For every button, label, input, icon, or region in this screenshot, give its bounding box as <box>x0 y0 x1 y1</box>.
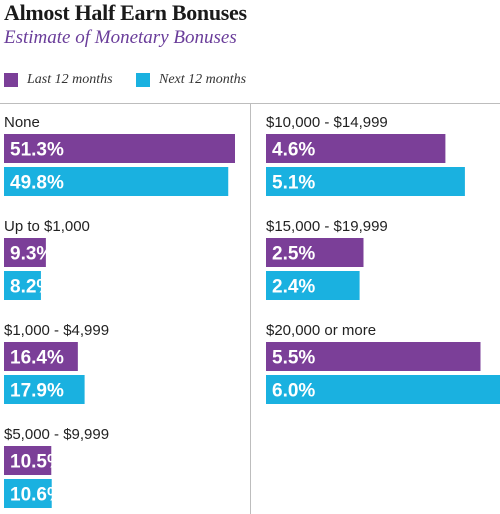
data-label-none-next: 49.8% <box>10 173 64 194</box>
column-divider <box>250 104 251 514</box>
data-label-5-000-9-999-next: 10.6% <box>10 485 64 506</box>
bar-1-000-4-999-next <box>4 375 85 404</box>
category-label-10-000-14-999: $10,000 - $14,999 <box>266 114 388 131</box>
category-label-none: None <box>4 114 40 131</box>
legend-swatch-last <box>4 73 18 87</box>
category-label-20-000-or-more: $20,000 or more <box>266 322 376 339</box>
data-label-15-000-19-999-last: 2.5% <box>272 244 315 265</box>
data-label-5-000-9-999-last: 10.5% <box>10 452 64 473</box>
header-rule <box>0 103 500 104</box>
chart-title: Almost Half Earn Bonuses <box>4 0 247 25</box>
bar-5-000-9-999-next <box>4 479 52 508</box>
legend-label-next: Next 12 months <box>159 72 247 87</box>
category-label-up-to-1-000: Up to $1,000 <box>4 218 90 235</box>
bar-10-000-14-999-last <box>266 134 446 163</box>
data-label-up-to-1-000-last: 9.3% <box>10 244 53 265</box>
bar-15-000-19-999-next <box>266 271 360 300</box>
data-label-1-000-4-999-last: 16.4% <box>10 348 64 369</box>
bar-20-000-or-more-last <box>266 342 481 371</box>
bar-none-next <box>4 167 229 196</box>
bar-none-last <box>4 134 235 163</box>
data-label-20-000-or-more-last: 5.5% <box>272 348 315 369</box>
bar-10-000-14-999-next <box>266 167 465 196</box>
bar-20-000-or-more-next <box>266 375 500 404</box>
data-label-15-000-19-999-next: 2.4% <box>272 277 315 298</box>
bar-1-000-4-999-last <box>4 342 78 371</box>
category-label-1-000-4-999: $1,000 - $4,999 <box>4 322 109 339</box>
chart-subtitle: Estimate of Monetary Bonuses <box>4 27 237 48</box>
data-label-10-000-14-999-last: 4.6% <box>272 140 315 161</box>
bar-up-to-1-000-next <box>4 271 41 300</box>
bar-15-000-19-999-last <box>266 238 364 267</box>
data-label-none-last: 51.3% <box>10 140 64 161</box>
legend-item-last-12-months: Last 12 months <box>4 70 113 90</box>
data-label-10-000-14-999-next: 5.1% <box>272 173 315 194</box>
data-label-20-000-or-more-next: 6.0% <box>272 381 315 402</box>
bar-5-000-9-999-last <box>4 446 52 475</box>
bar-up-to-1-000-last <box>4 238 46 267</box>
data-label-1-000-4-999-next: 17.9% <box>10 381 64 402</box>
category-label-15-000-19-999: $15,000 - $19,999 <box>266 218 388 235</box>
category-label-5-000-9-999: $5,000 - $9,999 <box>4 426 109 443</box>
data-label-up-to-1-000-next: 8.2% <box>10 277 53 298</box>
legend-swatch-next <box>136 73 150 87</box>
legend-item-next-12-months: Next 12 months <box>136 70 246 90</box>
legend-label-last: Last 12 months <box>27 72 113 87</box>
